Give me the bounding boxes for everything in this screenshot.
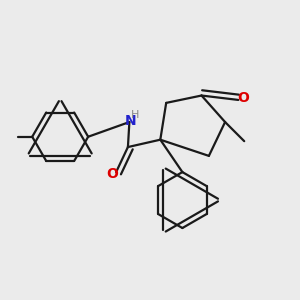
Text: H: H xyxy=(131,110,140,120)
Text: N: N xyxy=(125,114,137,128)
Text: O: O xyxy=(237,92,249,106)
Text: O: O xyxy=(107,167,118,181)
